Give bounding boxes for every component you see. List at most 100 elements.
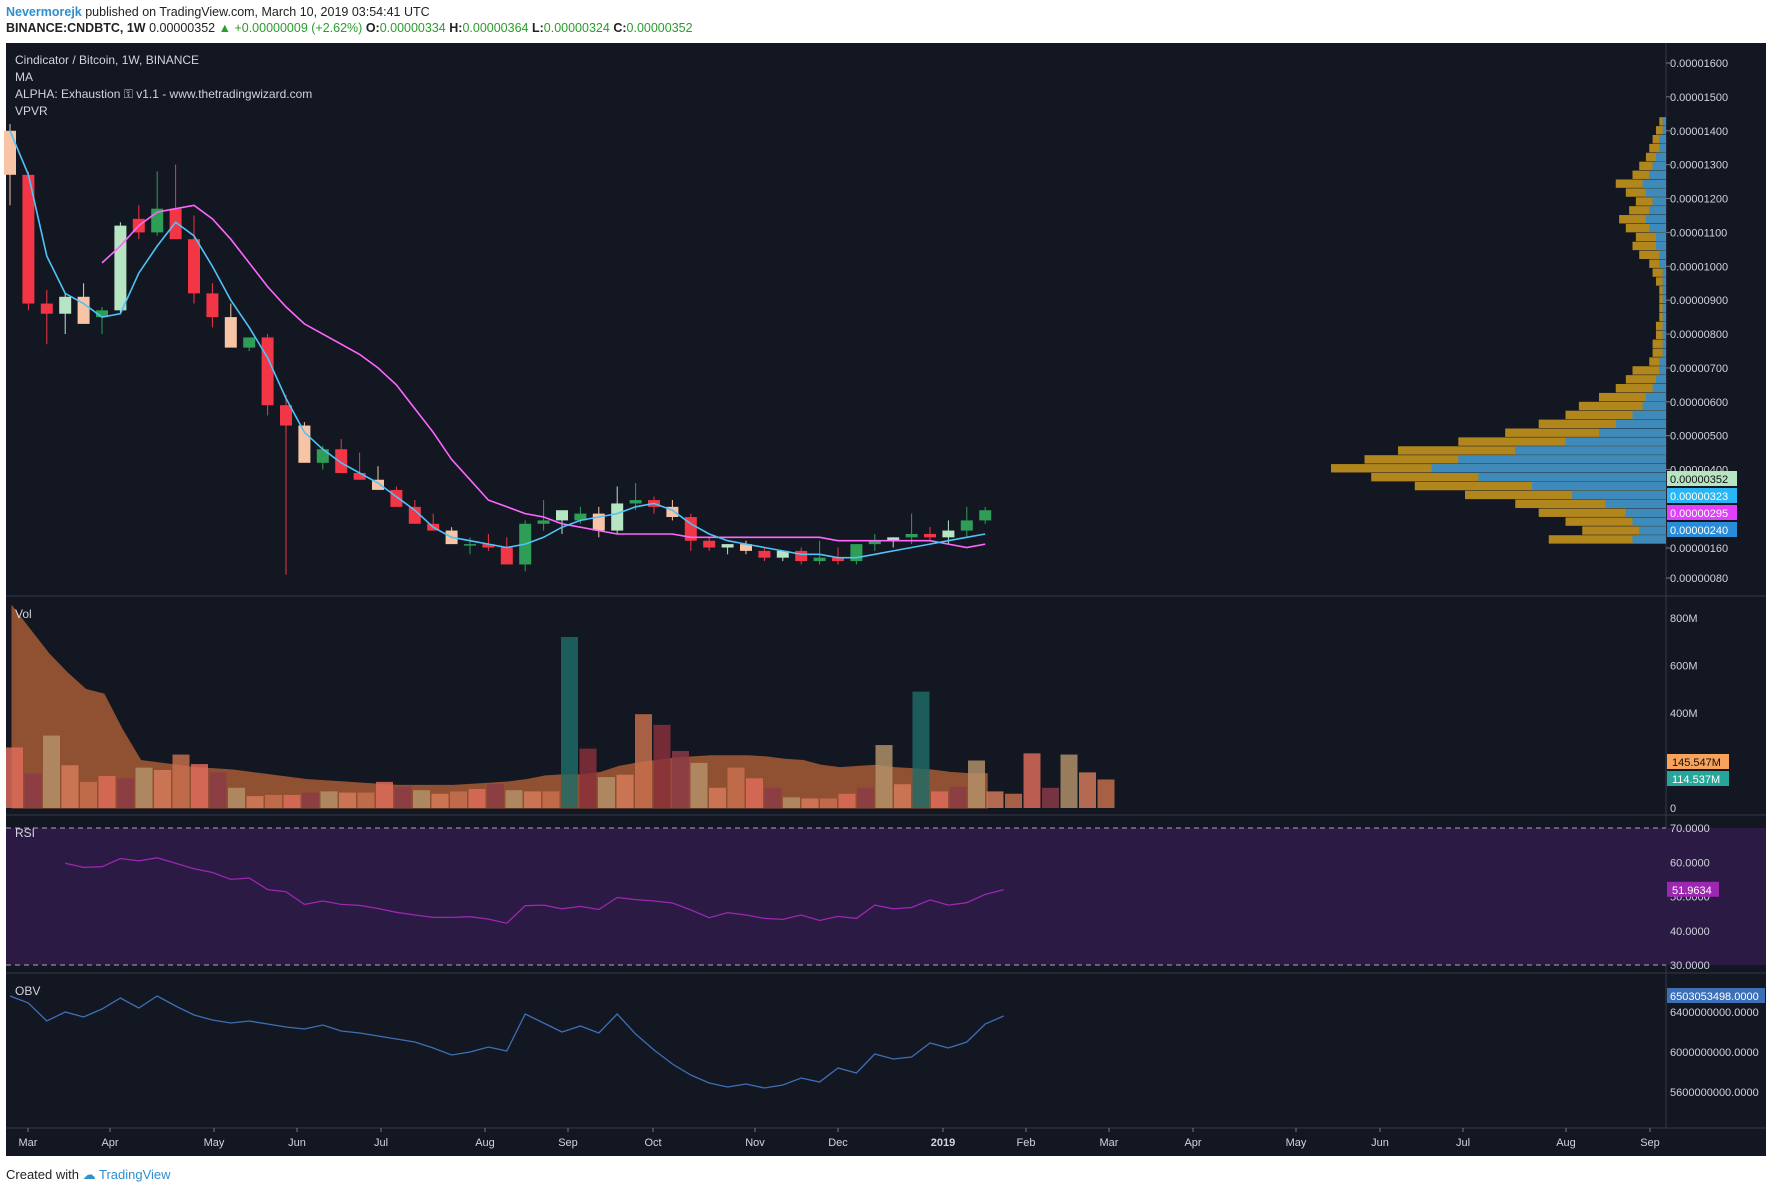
legend-rsi[interactable]: RSI xyxy=(15,826,35,840)
volume-bar xyxy=(376,781,393,808)
price-tag xyxy=(1667,471,1737,486)
volume-bar xyxy=(6,747,23,808)
vpvr-row-total xyxy=(1625,375,1666,384)
volume-bar xyxy=(117,778,134,808)
vpvr-row-total xyxy=(1615,384,1666,393)
volume-tick-label: 400M xyxy=(1670,708,1698,720)
volume-bar xyxy=(820,798,837,808)
vpvr-row-total xyxy=(1565,517,1666,526)
vpvr-histogram xyxy=(1331,117,1666,544)
candle-body xyxy=(868,540,881,545)
volume-bar xyxy=(746,778,763,808)
price-tick-label: 0.00000800 xyxy=(1670,329,1728,341)
volume-tick-label: 800M xyxy=(1670,613,1698,625)
legend-alpha[interactable]: ALPHA: Exhaustion ⚿ v1.1 - www.thetradin… xyxy=(15,87,312,101)
legend-title: Cindicator / Bitcoin, 1W, BINANCE xyxy=(15,53,199,67)
vpvr-row-total xyxy=(1655,126,1666,135)
candle-body xyxy=(666,506,679,518)
vpvr-row-up xyxy=(1565,437,1666,446)
price-tick-label: 0.00000500 xyxy=(1670,431,1728,443)
candle-body xyxy=(316,449,329,463)
symbol-label: BINANCE:CNDBTC, 1W xyxy=(6,21,146,35)
vpvr-row-up xyxy=(1652,161,1666,171)
price-tag-label: 0.00000352 xyxy=(1670,474,1728,486)
vpvr-row-up xyxy=(1655,375,1666,384)
published-text: published on TradingView.com, March 10, … xyxy=(85,5,430,19)
ma-slow-line xyxy=(101,204,986,549)
tradingview-link[interactable]: TradingView xyxy=(99,1167,171,1182)
rsi-tick-label: 40.0000 xyxy=(1670,926,1710,938)
volume-bar xyxy=(228,787,245,808)
volume-bar xyxy=(431,793,449,808)
volume-tick-label: 600M xyxy=(1670,661,1698,673)
legend-obv[interactable]: OBV xyxy=(15,984,40,998)
candle-body xyxy=(611,503,624,531)
time-tick-label: Jul xyxy=(374,1137,388,1149)
price-tick-label: 0.00001100 xyxy=(1670,227,1727,239)
rsi-tick-label: 30.0000 xyxy=(1670,960,1710,972)
time-tick-label: Feb xyxy=(1017,1137,1036,1149)
time-tick-label: Sep xyxy=(558,1137,578,1149)
volume-bar xyxy=(912,691,930,808)
volume-bar xyxy=(135,767,153,808)
volume-bar xyxy=(320,791,338,808)
volume-bar xyxy=(542,791,560,808)
vpvr-row-total xyxy=(1548,535,1666,544)
vpvr-row-total xyxy=(1619,215,1666,224)
vpvr-row-up xyxy=(1532,481,1666,491)
time-tick-label: Aug xyxy=(475,1137,495,1149)
candle-body xyxy=(77,296,90,324)
volume-bar xyxy=(986,791,1004,808)
price-axes: 0.00001600 0.00001500 0.00001400 0.00001300… xyxy=(1666,58,1765,1099)
legend-vol[interactable]: Vol xyxy=(15,607,32,621)
volume-bar xyxy=(838,793,856,808)
price-tick-label: 0.00001300 xyxy=(1670,160,1728,172)
volume-bar xyxy=(579,748,597,808)
volume-bar xyxy=(672,751,689,808)
vpvr-row-total xyxy=(1632,366,1666,375)
vpvr-row-total xyxy=(1635,232,1666,242)
vpvr-row-up xyxy=(1642,179,1666,188)
candle-body xyxy=(795,550,808,562)
chart-background xyxy=(6,43,1766,1156)
volume-bar xyxy=(61,765,79,808)
price-tag xyxy=(1667,488,1737,503)
vpvr-row-total xyxy=(1632,241,1666,251)
vpvr-row-up xyxy=(1662,126,1666,135)
chart-header: Nevermorejk published on TradingView.com… xyxy=(6,4,693,36)
vpvr-row-up xyxy=(1655,241,1666,251)
legend-vpvr[interactable]: VPVR xyxy=(15,104,48,118)
candle-body xyxy=(224,317,237,348)
volume-bar xyxy=(653,724,671,808)
vpvr-row-up xyxy=(1659,259,1666,268)
vpvr-row-total xyxy=(1578,401,1666,411)
vpvr-row-up xyxy=(1662,277,1666,286)
time-tick-label: Sep xyxy=(1640,1137,1660,1149)
time-tick-label: Jun xyxy=(1371,1137,1389,1149)
vpvr-row-total xyxy=(1649,259,1666,268)
candle-body xyxy=(4,130,16,175)
volume-bar xyxy=(450,791,467,808)
candle-body xyxy=(464,544,476,546)
volume-bar xyxy=(968,760,985,808)
volume-bar xyxy=(949,786,967,808)
low-label: L: xyxy=(531,21,544,35)
vpvr-row-up xyxy=(1652,384,1666,393)
candle-body xyxy=(114,225,127,311)
legend-ma[interactable]: MA xyxy=(15,70,33,84)
candle-body xyxy=(905,533,918,538)
volume-bar xyxy=(1005,793,1022,808)
price-tick-label: 0.00000700 xyxy=(1670,363,1728,375)
volume-bar xyxy=(98,775,116,808)
volume-bar xyxy=(690,762,708,808)
volume-bar xyxy=(561,637,578,808)
price-tag xyxy=(1667,522,1737,537)
vpvr-row-up xyxy=(1662,339,1666,348)
author-link[interactable]: Nevermorejk xyxy=(6,5,82,19)
change-value: ▲ +0.00000009 (+2.62%) xyxy=(218,21,363,35)
price-tag-label: 0.00000295 xyxy=(1670,508,1728,520)
candle-body xyxy=(813,557,826,562)
vpvr-row-total xyxy=(1599,392,1666,402)
volume-tick-label: 0 xyxy=(1670,803,1676,815)
